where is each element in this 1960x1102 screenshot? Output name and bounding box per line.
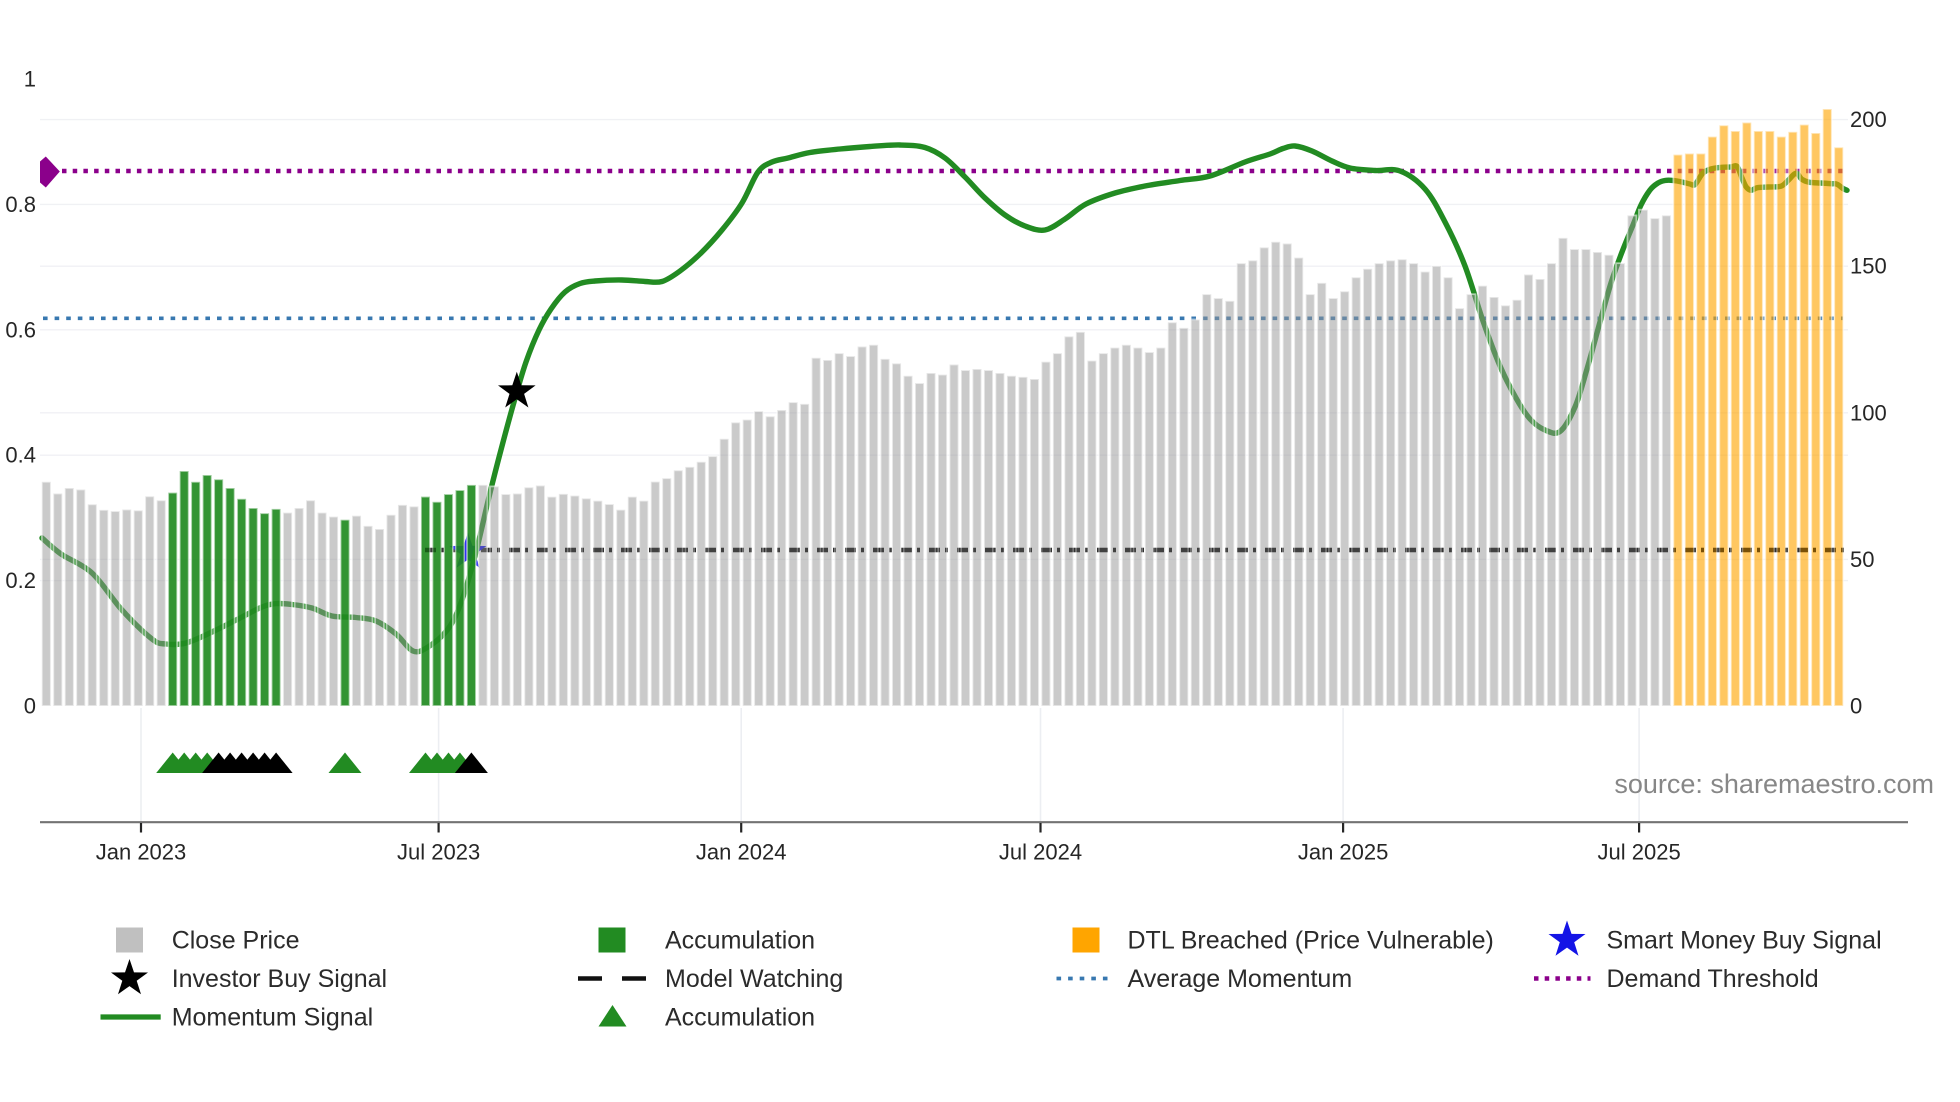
svg-text:Average Momentum: Average Momentum xyxy=(1128,965,1353,993)
svg-text:Jul 2023: Jul 2023 xyxy=(397,840,480,865)
svg-text:Close Price: Close Price xyxy=(172,927,300,955)
svg-text:0.4: 0.4 xyxy=(5,443,36,468)
svg-text:100: 100 xyxy=(1850,400,1887,425)
svg-text:Demand Threshold: Demand Threshold xyxy=(1607,965,1819,993)
svg-text:Jul 2025: Jul 2025 xyxy=(1598,840,1681,865)
svg-text:0: 0 xyxy=(24,694,36,719)
svg-text:Jan 2025: Jan 2025 xyxy=(1298,840,1389,865)
svg-text:200: 200 xyxy=(1850,107,1887,132)
svg-text:Momentum Signal: Momentum Signal xyxy=(172,1004,373,1032)
svg-text:DTL Breached (Price Vulnerable: DTL Breached (Price Vulnerable) xyxy=(1128,927,1494,955)
svg-text:0.2: 0.2 xyxy=(5,568,36,593)
svg-text:1: 1 xyxy=(24,67,36,92)
svg-text:Accumulation: Accumulation xyxy=(665,927,815,955)
svg-text:Investor Buy Signal: Investor Buy Signal xyxy=(172,965,387,993)
svg-text:Jan 2024: Jan 2024 xyxy=(696,840,787,865)
svg-text:150: 150 xyxy=(1850,254,1887,279)
svg-text:Model Watching: Model Watching xyxy=(665,965,843,993)
svg-text:0.8: 0.8 xyxy=(5,192,36,217)
svg-text:Jul 2024: Jul 2024 xyxy=(999,840,1082,865)
svg-text:0: 0 xyxy=(1850,694,1862,719)
svg-text:0.6: 0.6 xyxy=(5,317,36,342)
svg-text:Accumulation: Accumulation xyxy=(665,1004,815,1032)
svg-text:Smart Money Buy Signal: Smart Money Buy Signal xyxy=(1607,927,1882,955)
svg-text:50: 50 xyxy=(1850,547,1874,572)
svg-text:Jan 2023: Jan 2023 xyxy=(96,840,187,865)
svg-text:source: sharemaestro.com: source: sharemaestro.com xyxy=(1614,769,1934,799)
